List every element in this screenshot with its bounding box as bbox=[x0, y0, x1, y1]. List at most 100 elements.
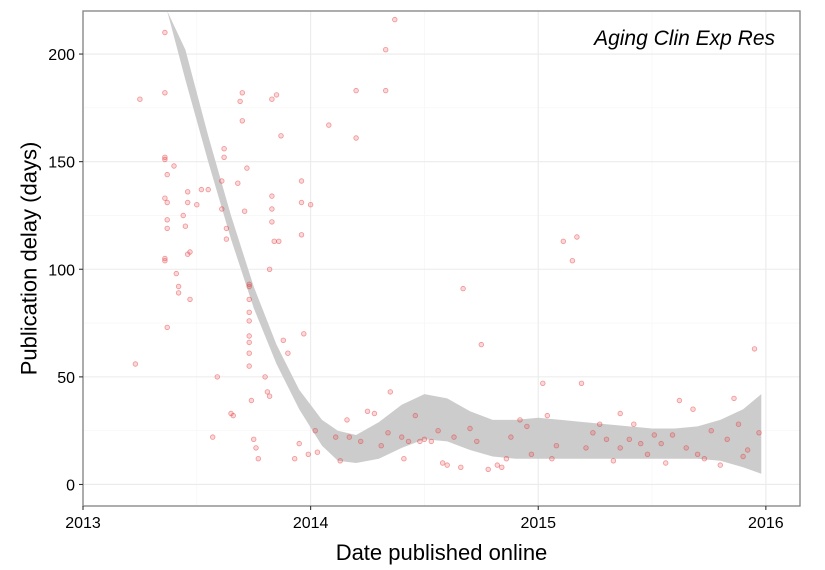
data-point bbox=[724, 436, 730, 442]
axis-ticks: 2013 2014 2015 2016 0 50 100 150 200 bbox=[48, 47, 783, 532]
data-point bbox=[182, 223, 189, 229]
data-point bbox=[503, 456, 510, 462]
y-tick-label: 100 bbox=[48, 262, 75, 279]
data-point bbox=[132, 361, 139, 367]
data-point bbox=[237, 98, 243, 105]
data-point bbox=[184, 199, 191, 206]
data-point bbox=[694, 451, 701, 457]
data-point bbox=[560, 238, 566, 244]
data-point bbox=[164, 217, 170, 223]
data-point bbox=[162, 156, 168, 163]
data-point bbox=[364, 408, 371, 414]
data-point bbox=[651, 432, 657, 438]
data-point bbox=[474, 438, 480, 445]
data-point bbox=[219, 178, 225, 184]
data-point bbox=[301, 331, 307, 337]
data-point bbox=[617, 445, 623, 451]
data-point bbox=[326, 122, 332, 128]
data-point bbox=[164, 225, 170, 232]
data-point bbox=[198, 186, 205, 193]
data-point bbox=[740, 453, 746, 460]
data-point bbox=[756, 430, 762, 436]
data-point bbox=[298, 178, 305, 184]
data-point bbox=[597, 421, 603, 427]
smooth-confidence-band bbox=[167, 11, 762, 474]
data-point bbox=[314, 449, 321, 455]
data-point bbox=[631, 421, 637, 427]
data-point bbox=[307, 201, 314, 208]
data-point bbox=[173, 270, 179, 277]
data-point bbox=[162, 195, 168, 201]
data-point bbox=[590, 430, 596, 436]
data-point bbox=[676, 397, 683, 404]
data-point bbox=[269, 206, 275, 212]
confidence-band-area bbox=[167, 11, 762, 474]
grid-lines bbox=[82, 11, 800, 506]
data-point bbox=[435, 428, 441, 434]
data-point bbox=[269, 193, 275, 199]
data-point bbox=[164, 324, 170, 331]
data-point bbox=[744, 447, 751, 453]
data-point bbox=[751, 346, 758, 352]
data-point bbox=[246, 333, 252, 339]
data-point bbox=[214, 374, 220, 380]
data-point bbox=[451, 434, 457, 440]
data-point bbox=[209, 434, 216, 440]
x-tick-label: 2013 bbox=[65, 515, 101, 532]
data-point bbox=[735, 421, 742, 427]
data-point bbox=[439, 460, 446, 466]
data-point bbox=[266, 393, 273, 399]
data-point bbox=[298, 232, 305, 238]
data-point bbox=[241, 208, 248, 214]
data-point bbox=[285, 350, 291, 356]
y-tick-label: 150 bbox=[48, 155, 75, 172]
y-tick-label: 0 bbox=[66, 477, 75, 494]
data-point bbox=[344, 417, 350, 423]
data-point bbox=[544, 412, 550, 419]
data-point bbox=[248, 397, 255, 404]
data-point bbox=[337, 458, 343, 464]
data-point bbox=[246, 318, 252, 324]
x-axis-title: Date published online bbox=[336, 540, 548, 565]
data-point bbox=[262, 374, 268, 380]
y-axis-title: Publication delay (days) bbox=[17, 142, 42, 376]
data-point bbox=[392, 16, 398, 23]
data-point bbox=[708, 428, 714, 434]
data-point bbox=[399, 434, 405, 440]
data-point bbox=[383, 47, 389, 53]
data-point bbox=[175, 283, 182, 290]
data-point bbox=[162, 258, 168, 264]
data-point bbox=[235, 180, 241, 186]
data-point bbox=[578, 380, 585, 386]
data-point bbox=[266, 266, 273, 272]
data-point bbox=[164, 171, 170, 178]
data-point bbox=[663, 460, 669, 466]
data-point bbox=[269, 96, 275, 102]
data-point bbox=[292, 456, 298, 462]
data-point bbox=[458, 464, 464, 470]
data-point bbox=[553, 443, 560, 449]
data-point bbox=[494, 462, 500, 468]
plot-title: Aging Clin Exp Res bbox=[592, 27, 775, 50]
data-point bbox=[358, 438, 364, 445]
data-point bbox=[517, 417, 523, 423]
data-point bbox=[638, 440, 644, 447]
x-tick-label: 2015 bbox=[520, 515, 556, 532]
data-point bbox=[187, 296, 193, 303]
data-point bbox=[223, 225, 230, 232]
data-point bbox=[626, 436, 632, 442]
data-point bbox=[246, 363, 252, 369]
data-point bbox=[298, 199, 305, 206]
data-point bbox=[401, 456, 407, 462]
data-point bbox=[690, 406, 696, 412]
data-point bbox=[180, 212, 186, 219]
data-point bbox=[478, 341, 484, 348]
data-point bbox=[603, 436, 610, 442]
data-point bbox=[444, 462, 450, 468]
data-point bbox=[239, 90, 245, 96]
data-point bbox=[230, 412, 236, 419]
data-point bbox=[346, 434, 352, 440]
panel-border bbox=[82, 10, 801, 507]
data-point bbox=[164, 199, 170, 206]
